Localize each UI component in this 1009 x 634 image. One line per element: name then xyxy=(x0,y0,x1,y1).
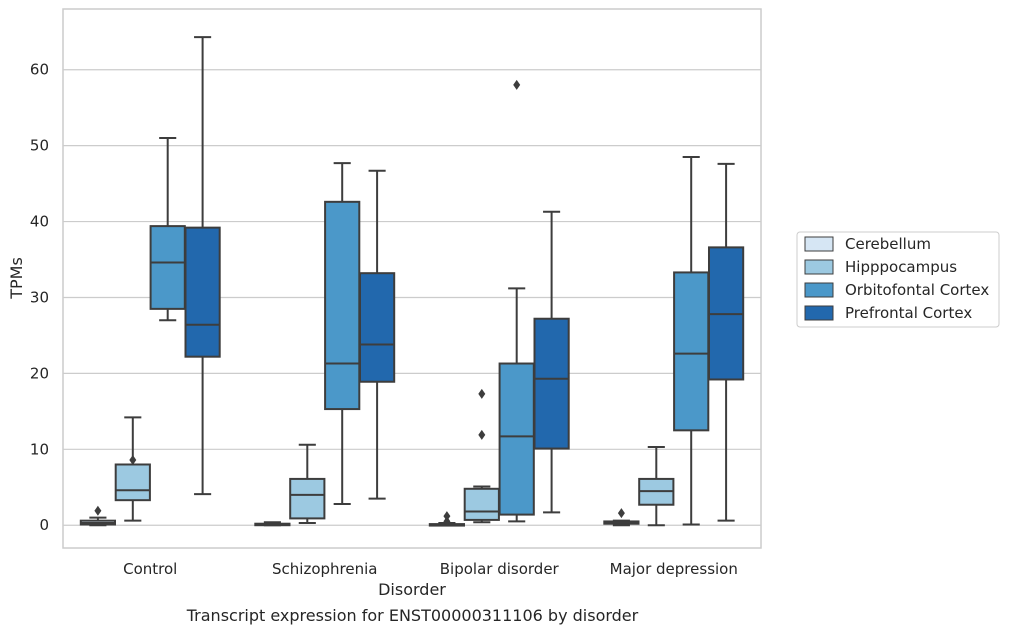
y-axis-ticks: 0 10 20 30 40 50 60 xyxy=(30,61,49,534)
y-tick-label: 60 xyxy=(30,61,49,79)
y-tick-label: 20 xyxy=(30,364,49,382)
box-orbitofontal-cortex xyxy=(324,162,361,505)
outlier-marker xyxy=(443,511,451,522)
box-orbitofontal-cortex xyxy=(498,79,535,523)
box-iqr xyxy=(673,271,710,432)
box-hipppocampus xyxy=(289,443,326,524)
legend-label: Cerebellum xyxy=(845,235,931,253)
legend-label: Prefrontal Cortex xyxy=(845,304,972,322)
legend: Cerebellum Hipppocampus Orbitofontal Corte… xyxy=(796,231,1000,328)
legend-frame xyxy=(796,231,1000,328)
y-tick-label: 50 xyxy=(30,137,49,155)
box-orbitofontal-cortex xyxy=(149,137,186,322)
box-cerebellum xyxy=(79,505,117,527)
box-prefrontal-cortex xyxy=(184,36,221,496)
y-tick-label: 10 xyxy=(30,440,49,458)
plot-area-frame xyxy=(62,8,762,549)
y-tick-label: 30 xyxy=(30,288,49,306)
legend-swatch xyxy=(804,282,834,298)
box-hipppocampus xyxy=(114,416,151,522)
legend-swatch xyxy=(804,259,834,275)
x-tick-label: Bipolar disorder xyxy=(440,560,560,578)
outlier-marker xyxy=(478,388,486,399)
box-iqr xyxy=(358,272,396,383)
box-prefrontal-cortex xyxy=(358,169,396,500)
box-hipppocampus xyxy=(463,388,500,524)
box-series xyxy=(79,36,745,527)
box-iqr xyxy=(149,225,186,310)
y-axis-label: TPMs xyxy=(7,257,26,300)
x-tick-label: Control xyxy=(123,560,177,578)
box-iqr xyxy=(289,477,326,520)
outlier-marker xyxy=(443,516,451,527)
box-iqr xyxy=(463,487,500,521)
x-tick-label: Schizophrenia xyxy=(272,560,377,578)
box-iqr xyxy=(184,226,221,358)
legend-label: Orbitofontal Cortex xyxy=(845,281,989,299)
box-orbitofontal-cortex xyxy=(673,156,710,526)
x-tick-label: Major depression xyxy=(610,560,738,578)
y-tick-label: 0 xyxy=(39,516,49,534)
y-tick-label: 40 xyxy=(30,213,49,231)
legend-label: Hipppocampus xyxy=(845,258,957,276)
box-hipppocampus xyxy=(638,446,675,527)
outlier-marker xyxy=(513,79,521,90)
box-iqr xyxy=(324,200,361,411)
box-cerebellum xyxy=(428,511,466,527)
box-iqr xyxy=(114,463,151,502)
box-cerebellum xyxy=(603,508,640,527)
legend-swatch xyxy=(804,236,834,252)
outlier-marker xyxy=(94,505,102,516)
box-iqr xyxy=(533,317,570,450)
outlier-marker xyxy=(617,508,625,519)
box-prefrontal-cortex xyxy=(707,162,745,522)
box-prefrontal-cortex xyxy=(533,210,570,514)
x-axis-label: Disorder xyxy=(378,580,446,599)
outlier-marker xyxy=(478,429,486,440)
outlier-marker xyxy=(129,454,137,465)
legend-swatch xyxy=(804,305,834,321)
box-iqr xyxy=(498,362,535,516)
box-cerebellum xyxy=(254,521,291,527)
figure-caption: Transcript expression for ENST0000031110… xyxy=(186,606,639,625)
x-axis-ticks: Control Schizophrenia Bipolar disorder Majo… xyxy=(123,560,738,578)
